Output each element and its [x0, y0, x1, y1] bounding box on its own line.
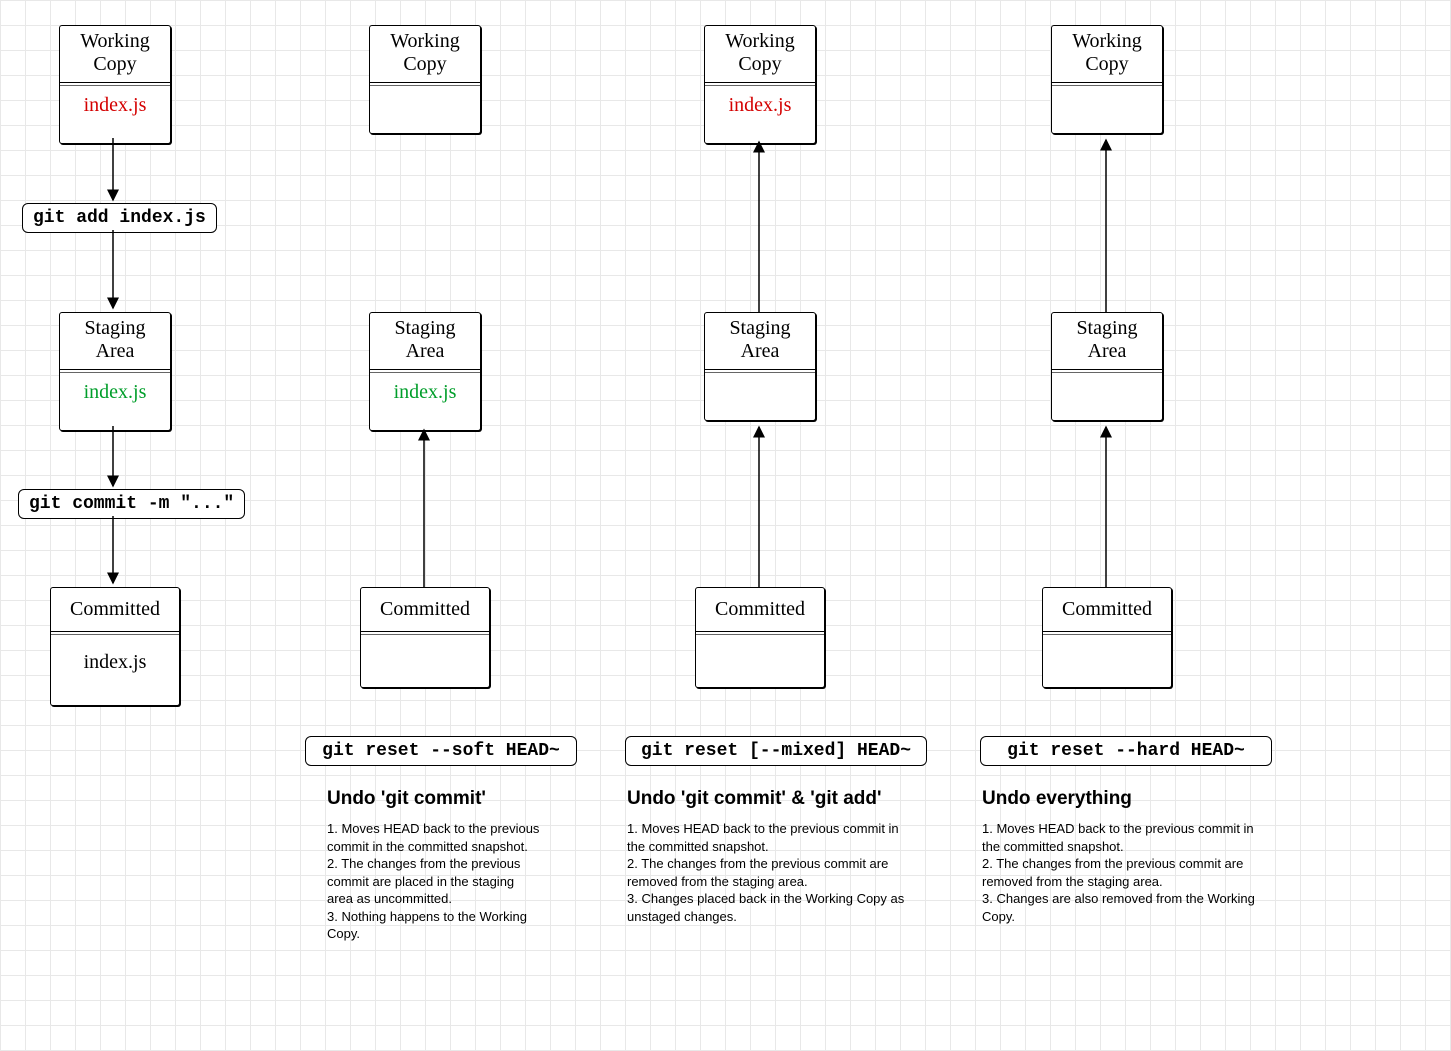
col3-desc-title: Undo everything — [982, 788, 1132, 810]
cmd-reset-hard: git reset --hard HEAD~ — [980, 736, 1272, 766]
col3-desc-body: 1. Moves HEAD back to the previous commi… — [982, 820, 1262, 925]
